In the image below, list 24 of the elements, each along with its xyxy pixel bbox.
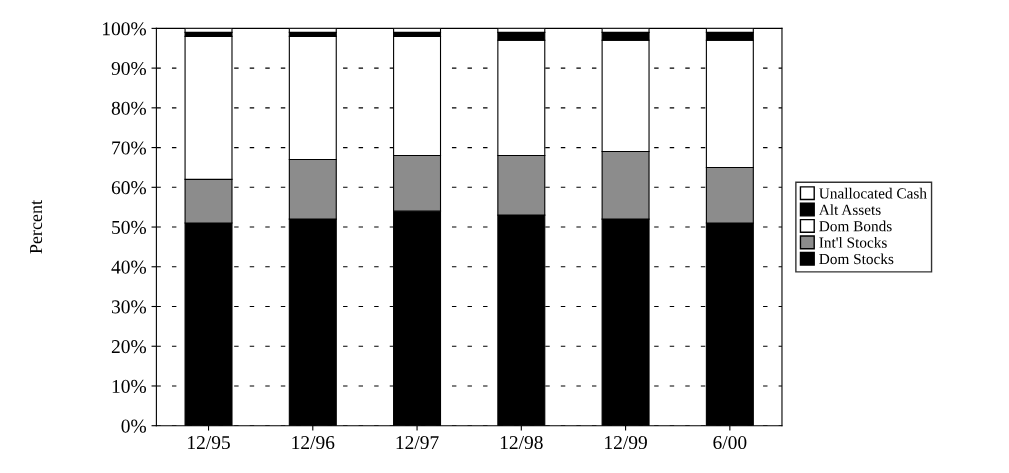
x-tick-label: 6/00 — [713, 435, 747, 450]
y-tick-label: 20% — [111, 340, 147, 354]
y-tick-label: 40% — [111, 260, 147, 274]
y-tick-label: 30% — [111, 300, 147, 314]
y-tick-label: 10% — [112, 379, 147, 393]
x-tick-label: 12/99 — [605, 436, 647, 450]
y-tick-label: 100% — [103, 22, 147, 36]
x-tick-label: 12/95 — [188, 436, 230, 450]
y-tick-label: 0% — [121, 419, 147, 433]
legend-label: Alt Assets — [818, 204, 881, 215]
x-tick-label: 12/97 — [396, 436, 439, 450]
x-tick-label: 12/96 — [292, 436, 335, 450]
legend-label: Unallocated Cash — [819, 187, 927, 199]
legend-label: Dom Stocks — [819, 253, 894, 265]
legend-label: Dom Bonds — [819, 220, 892, 232]
legend-label: Int'l Stocks — [819, 237, 887, 248]
y-tick-label: 90% — [111, 61, 147, 76]
y-tick-label: 70% — [112, 141, 147, 155]
y-tick-label: 60% — [111, 181, 147, 195]
bar — [184, 28, 233, 33]
y-tick-label: 80% — [111, 101, 147, 115]
y-tick-label: 50% — [112, 220, 147, 235]
x-tick-label: 12/98 — [500, 435, 543, 450]
y-axis-title: Percent — [30, 200, 43, 254]
